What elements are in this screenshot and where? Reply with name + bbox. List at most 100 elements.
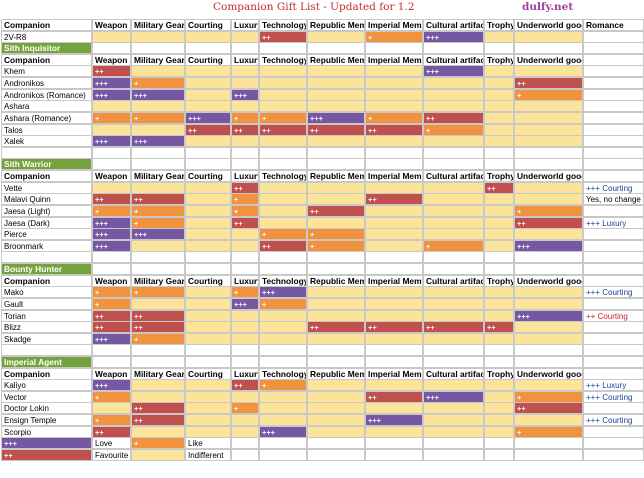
empty-cell <box>185 355 231 368</box>
gift-cell <box>307 193 365 206</box>
gift-cell <box>185 193 231 206</box>
gift-cell: ++ <box>231 181 259 194</box>
gift-cell <box>259 390 307 403</box>
empty-cell <box>92 42 131 55</box>
gift-cell <box>365 216 423 229</box>
gift-cell: + <box>131 204 185 217</box>
empty-cell <box>131 158 185 171</box>
empty-cell <box>583 355 644 368</box>
gift-cell <box>423 402 484 415</box>
gift-cell <box>259 321 307 334</box>
gift-cell <box>259 216 307 229</box>
gift-cell <box>484 297 514 310</box>
gift-cell <box>231 332 259 345</box>
gift-cell <box>185 390 231 403</box>
legend-label: Like <box>185 437 231 450</box>
gift-cell <box>307 135 365 148</box>
gift-cell <box>514 297 583 310</box>
column-header: Weapon <box>92 170 131 183</box>
gift-cell <box>259 204 307 217</box>
gift-cell: ++ <box>259 123 307 136</box>
gift-cell: +++ <box>514 239 583 252</box>
empty-cell <box>514 448 583 461</box>
column-header: Technology <box>259 170 307 183</box>
romance-note: +++ Courting <box>583 181 644 194</box>
empty-cell <box>365 355 423 368</box>
empty-cell <box>365 344 423 357</box>
gift-cell: + <box>92 286 131 299</box>
gift-cell: ++ <box>307 204 365 217</box>
gift-cell: ++ <box>365 193 423 206</box>
gift-cell: ++ <box>131 193 185 206</box>
gift-cell: + <box>423 123 484 136</box>
gift-cell: + <box>514 425 583 438</box>
gift-cell: + <box>92 111 131 124</box>
column-header: Imperial Mem <box>365 19 423 32</box>
legend-label: Love <box>92 437 131 450</box>
romance-note <box>583 135 644 148</box>
gift-cell <box>365 65 423 78</box>
gift-cell <box>423 297 484 310</box>
companion-name: Kaliyo <box>1 379 92 392</box>
gift-cell: ++ <box>185 123 231 136</box>
gift-cell <box>514 321 583 334</box>
gift-cell <box>423 193 484 206</box>
column-header: Trophy <box>484 19 514 32</box>
gift-cell <box>185 181 231 194</box>
empty-cell <box>365 251 423 264</box>
empty-cell <box>423 42 484 55</box>
empty-cell <box>365 158 423 171</box>
gift-cell: ++ <box>514 402 583 415</box>
empty-cell <box>259 158 307 171</box>
gift-cell: + <box>231 402 259 415</box>
gift-cell <box>185 332 231 345</box>
gift-cell <box>185 402 231 415</box>
gift-cell <box>365 379 423 392</box>
gift-cell <box>185 77 231 90</box>
empty-cell <box>185 42 231 55</box>
companion-name: Vette <box>1 181 92 194</box>
gift-cell <box>365 88 423 101</box>
empty-cell <box>484 344 514 357</box>
gift-cell <box>484 135 514 148</box>
column-header: Military Gear <box>131 170 185 183</box>
column-header: Companion <box>1 274 92 287</box>
gift-cell <box>365 181 423 194</box>
column-header: Technology <box>259 367 307 380</box>
column-header: Trophy <box>484 274 514 287</box>
empty-cell <box>514 251 583 264</box>
empty-cell <box>583 158 644 171</box>
column-header: Technology <box>259 274 307 287</box>
gift-cell <box>423 216 484 229</box>
empty-cell <box>185 146 231 159</box>
gift-cell: +++ <box>259 286 307 299</box>
column-header: Cultural artifact <box>423 274 484 287</box>
gift-cell <box>484 309 514 322</box>
romance-note: +++ Courting <box>583 286 644 299</box>
companion-name: Jaesa (Dark) <box>1 216 92 229</box>
romance-note: +++ Luxury <box>583 216 644 229</box>
gift-cell <box>514 135 583 148</box>
empty-cell <box>231 263 259 276</box>
gift-cell: + <box>307 228 365 241</box>
column-header: Courting <box>185 19 231 32</box>
gift-cell <box>185 425 231 438</box>
empty-cell <box>231 437 259 450</box>
gift-cell: + <box>92 204 131 217</box>
gift-cell <box>185 414 231 427</box>
empty-cell <box>131 263 185 276</box>
empty-cell <box>423 263 484 276</box>
gift-cell <box>185 100 231 113</box>
gift-cell <box>365 239 423 252</box>
empty-cell <box>423 448 484 461</box>
gift-cell <box>307 379 365 392</box>
column-header: Companion <box>1 170 92 183</box>
gift-cell <box>231 321 259 334</box>
empty-cell <box>514 42 583 55</box>
gift-cell: ++ <box>365 321 423 334</box>
companion-name: Ensign Temple <box>1 414 92 427</box>
column-header <box>583 53 644 66</box>
gift-cell <box>484 286 514 299</box>
gift-cell <box>92 181 131 194</box>
gift-cell <box>185 297 231 310</box>
